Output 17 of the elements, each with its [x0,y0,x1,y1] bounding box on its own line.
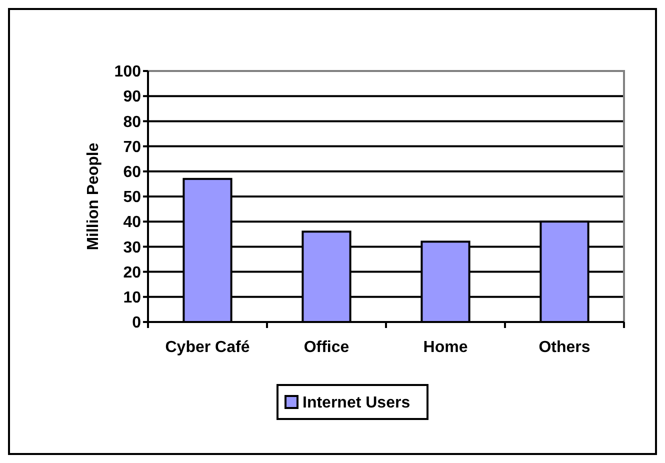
y-tick-label: 80 [123,114,142,131]
y-tick-label: 0 [132,314,142,332]
y-tick-label: 70 [123,138,142,156]
y-tick-label: 20 [123,264,142,282]
y-tick-label: 100 [114,64,142,81]
legend-label: Internet Users [302,394,410,412]
x-tick-label: Others [538,339,590,356]
y-tick-label: 30 [123,239,142,256]
x-tick-label: Cyber Café [165,339,250,356]
y-tick-label: 50 [123,189,142,206]
x-tick-label: Office [304,339,350,356]
y-tick-label: 90 [123,88,142,106]
y-axis-title: Million People [85,142,102,250]
x-tick-label: Home [423,339,468,356]
y-tick-label: 60 [123,164,142,181]
y-tick-label: 40 [123,214,142,232]
y-tick-label: 10 [123,290,142,306]
